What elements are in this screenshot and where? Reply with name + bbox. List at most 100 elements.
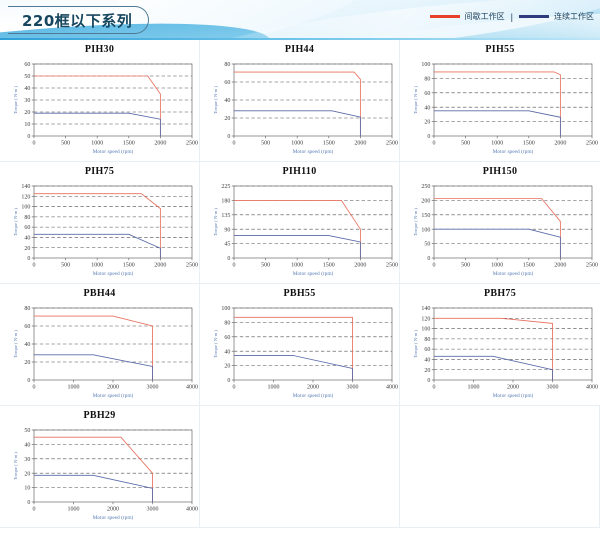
- y-tick-label: 20: [24, 246, 30, 252]
- y-tick-label: 20: [24, 471, 30, 477]
- y-tick-label: 0: [27, 134, 30, 140]
- x-tick-label: 500: [461, 141, 470, 147]
- x-tick-label: 2000: [154, 263, 166, 269]
- y-tick-label: 60: [24, 62, 30, 68]
- y-tick-label: 60: [24, 225, 30, 231]
- x-tick-label: 2500: [186, 263, 198, 269]
- x-axis-title: Motor speed (rpm): [293, 148, 334, 155]
- plot-frame: [433, 185, 593, 259]
- x-tick-label: 3000: [147, 385, 159, 391]
- y-tick-label: 60: [24, 324, 30, 330]
- y-tick-label: 200: [421, 199, 430, 205]
- y-tick-label: 100: [421, 227, 430, 233]
- x-tick-label: 2000: [354, 263, 366, 269]
- y-tick-label: 80: [24, 215, 30, 221]
- x-tick-label: 1500: [523, 263, 535, 269]
- x-tick-label: 1000: [291, 263, 303, 269]
- x-tick-label: 2500: [186, 141, 198, 147]
- x-tick-label: 2500: [586, 263, 598, 269]
- plot-frame: [433, 63, 593, 137]
- x-tick-label: 2000: [554, 263, 566, 269]
- series-line-intermittent: [34, 75, 161, 136]
- y-axis-title: Torque ( N·m ): [413, 208, 418, 236]
- legend-item-intermittent: 间歇工作区: [429, 11, 505, 22]
- x-tick-label: 2000: [107, 507, 119, 513]
- y-tick-label: 120: [21, 194, 30, 200]
- y-tick-label: 20: [224, 364, 230, 370]
- series-line-intermittent: [34, 193, 161, 258]
- plot-frame: [33, 429, 193, 503]
- series-line-continuous: [234, 110, 361, 136]
- series-line-continuous: [434, 228, 561, 258]
- y-tick-label: 60: [424, 91, 430, 97]
- plot-frame: [33, 185, 193, 259]
- x-tick-label: 2500: [586, 141, 598, 147]
- plot-frame: [233, 307, 393, 381]
- y-tick-label: 40: [24, 236, 30, 242]
- x-tick-label: 1000: [268, 385, 280, 391]
- x-tick-label: 3000: [347, 385, 359, 391]
- x-tick-label: 1500: [123, 141, 135, 147]
- y-axis-title: Torque ( N·m ): [213, 208, 218, 236]
- x-axis-title: Motor speed (rpm): [293, 270, 334, 277]
- y-tick-label: 20: [24, 110, 30, 116]
- series-line-intermittent: [234, 71, 361, 136]
- x-tick-label: 2500: [386, 263, 398, 269]
- y-tick-label: 0: [427, 256, 430, 262]
- y-tick-label: 40: [24, 342, 30, 348]
- y-tick-label: 225: [221, 184, 230, 190]
- x-axis-title: Motor speed (rpm): [93, 270, 134, 277]
- y-tick-label: 250: [421, 184, 430, 190]
- legend-separator: |: [510, 11, 513, 22]
- y-tick-label: 100: [221, 306, 230, 312]
- y-tick-label: 40: [224, 98, 230, 104]
- y-tick-label: 100: [421, 62, 430, 68]
- y-tick-label: 0: [27, 256, 30, 262]
- x-tick-label: 2000: [307, 385, 319, 391]
- y-tick-label: 0: [227, 378, 230, 384]
- chart-title: PIH150: [482, 166, 518, 177]
- y-tick-label: 40: [24, 86, 30, 92]
- legend-label-continuous: 连续工作区: [554, 12, 594, 21]
- x-tick-label: 2000: [507, 385, 519, 391]
- chart-cell-empty: [200, 406, 400, 528]
- y-axis-title: Torque ( N·m ): [213, 86, 218, 114]
- y-tick-label: 80: [224, 321, 230, 327]
- x-tick-label: 1000: [91, 263, 103, 269]
- chart-title: PIH30: [84, 44, 115, 55]
- banner-underline: [0, 38, 600, 40]
- x-tick-label: 1000: [291, 141, 303, 147]
- plot-frame: [433, 307, 593, 381]
- y-tick-label: 60: [224, 335, 230, 341]
- y-tick-label: 50: [24, 74, 30, 80]
- x-tick-label: 0: [33, 507, 36, 513]
- y-tick-label: 45: [224, 242, 230, 248]
- x-tick-label: 1000: [491, 141, 503, 147]
- chart-legend: 间歇工作区 | 连续工作区: [429, 11, 594, 22]
- x-tick-label: 0: [433, 385, 436, 391]
- chart-cell-pih75: PIH75 0 20 40 60 80 100 120 140 0 500 1000 1500 2000 2…: [0, 162, 200, 284]
- line-swatch-navy-icon: [519, 15, 549, 18]
- x-tick-label: 1500: [323, 141, 335, 147]
- y-tick-label: 0: [27, 378, 30, 384]
- x-tick-label: 500: [261, 263, 270, 269]
- chart-plot-pih44: 0 20 40 60 80 0 500 1000 1500 2000 2500 Motor speed…: [213, 62, 398, 155]
- y-tick-label: 10: [24, 486, 30, 492]
- chart-cell-pih30: PIH30 0 10 20 30 40 50 60 0 500 1000 1500 2000 2500 Mo…: [0, 40, 200, 162]
- chart-grid: PIH30 0 10 20 30 40 50 60 0 500 1000 1500 2000 2500 Mo…: [0, 40, 600, 537]
- chart-plot-pbh75: 0 20 40 60 80 100 120 140 0 1000 2000 3000 4000 Motor…: [413, 306, 598, 399]
- y-tick-label: 80: [424, 337, 430, 343]
- chart-plot-pbh29: 0 10 20 30 40 50 0 1000 2000 3000 4000 Motor speed …: [13, 428, 198, 521]
- x-tick-label: 1000: [491, 263, 503, 269]
- series-line-intermittent: [34, 436, 153, 502]
- y-tick-label: 20: [224, 116, 230, 122]
- x-tick-label: 1000: [91, 141, 103, 147]
- y-tick-label: 60: [224, 80, 230, 86]
- chart-title: PBH44: [83, 288, 116, 299]
- chart-cell-pih55: PIH55 0 20 40 60 80 100 0 500 1000 1500 2000 2500 Mot…: [400, 40, 600, 162]
- x-tick-label: 0: [33, 141, 36, 147]
- y-tick-label: 40: [24, 443, 30, 449]
- x-tick-label: 2000: [154, 141, 166, 147]
- y-axis-title: Torque ( N·m ): [13, 330, 18, 358]
- y-tick-label: 30: [24, 98, 30, 104]
